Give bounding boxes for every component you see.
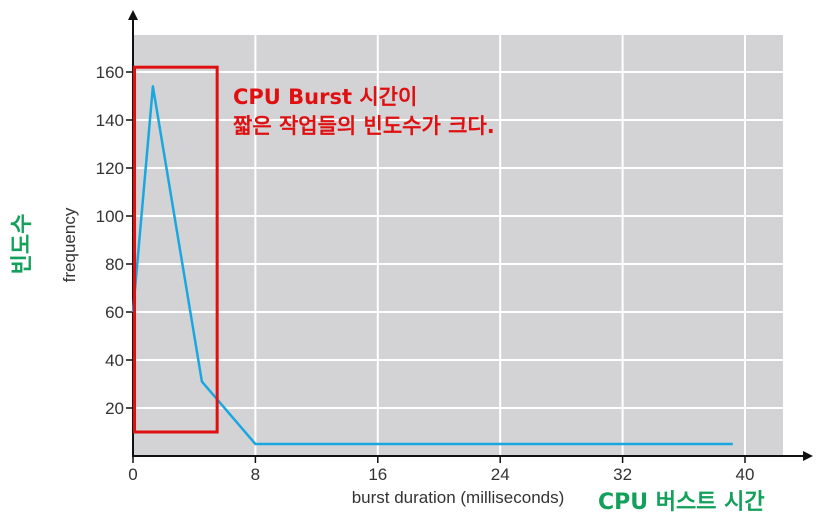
y-axis-korean-label: 빈도수 — [10, 214, 35, 275]
y-tick-label: 140 — [96, 111, 124, 130]
x-tick-label: 16 — [368, 465, 387, 484]
x-tick-label: 8 — [251, 465, 260, 484]
y-tick-label: 160 — [96, 63, 124, 82]
y-tick-label: 80 — [105, 255, 124, 274]
x-axis-korean-label: CPU 버스트 시간 — [598, 490, 765, 515]
x-tick-label: 24 — [491, 465, 510, 484]
x-tick-label: 32 — [613, 465, 632, 484]
y-tick-label: 60 — [105, 303, 124, 322]
y-tick-label: 20 — [105, 399, 124, 418]
grid-lines — [133, 35, 783, 456]
y-tick-label: 100 — [96, 207, 124, 226]
x-axis-label: burst duration (milliseconds) — [352, 488, 565, 507]
highlight-box — [133, 65, 219, 434]
y-tick-label: 120 — [96, 159, 124, 178]
x-tick-label: 0 — [128, 465, 137, 484]
annotation-line-1: CPU Burst 시간이 — [233, 85, 417, 109]
annotation-line-2: 짧은 작업들의 빈도수가 크다. — [233, 114, 495, 138]
x-tick-label: 40 — [736, 465, 755, 484]
plot-area — [133, 35, 783, 455]
frequency-series-line — [131, 85, 733, 446]
y-tick-label: 40 — [105, 351, 124, 370]
y-axis-label: frequency — [60, 207, 79, 282]
axis-ticks: 0 8 16 24 32 40 20 40 60 80 100 120 140 160 — [96, 63, 755, 484]
